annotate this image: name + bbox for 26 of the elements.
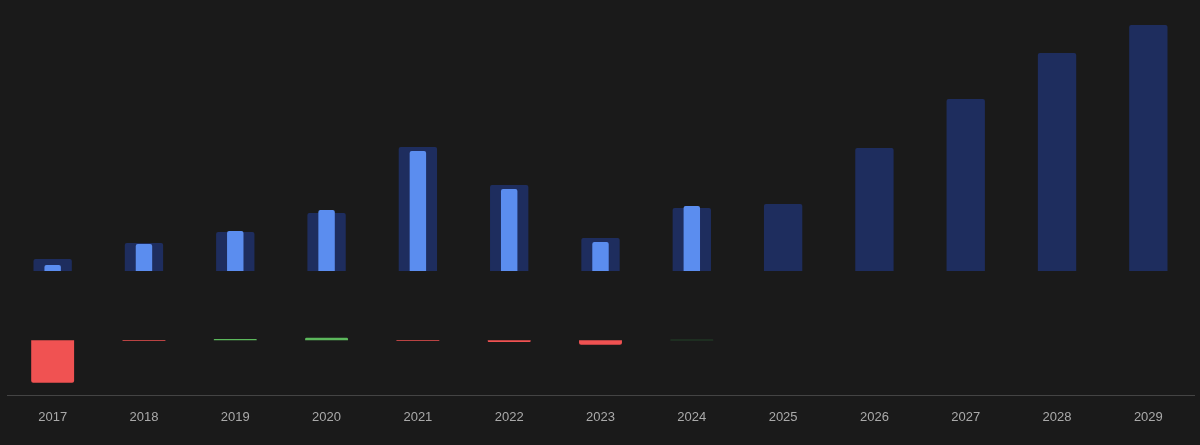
bar xyxy=(683,206,701,271)
bar xyxy=(763,204,803,271)
x-tick-label: 2028 xyxy=(1042,408,1072,424)
bar xyxy=(44,265,61,271)
x-tick-label: 2022 xyxy=(494,408,524,424)
bar xyxy=(1037,53,1077,271)
x-tick-label: 2026 xyxy=(859,408,889,424)
bar xyxy=(318,209,335,271)
x-tick-label: 2020 xyxy=(312,408,342,424)
x-tick-label: 2021 xyxy=(403,408,433,424)
bar xyxy=(227,230,244,271)
bar xyxy=(1129,25,1168,271)
x-tick-label: 2024 xyxy=(677,408,707,424)
bar xyxy=(855,148,894,271)
bar xyxy=(135,243,153,271)
x-tick-label: 2019 xyxy=(220,408,250,424)
x-tick-label: 2029 xyxy=(1133,408,1163,424)
bar xyxy=(500,189,518,271)
x-tick-label: 2025 xyxy=(768,408,798,424)
x-tick-label: 2018 xyxy=(129,408,159,424)
bar xyxy=(409,150,427,271)
bar xyxy=(592,241,609,271)
x-tick-label: 2023 xyxy=(586,408,615,424)
bar xyxy=(946,99,985,271)
x-tick-label: 2017 xyxy=(38,408,68,424)
x-tick-label: 2027 xyxy=(951,408,981,424)
